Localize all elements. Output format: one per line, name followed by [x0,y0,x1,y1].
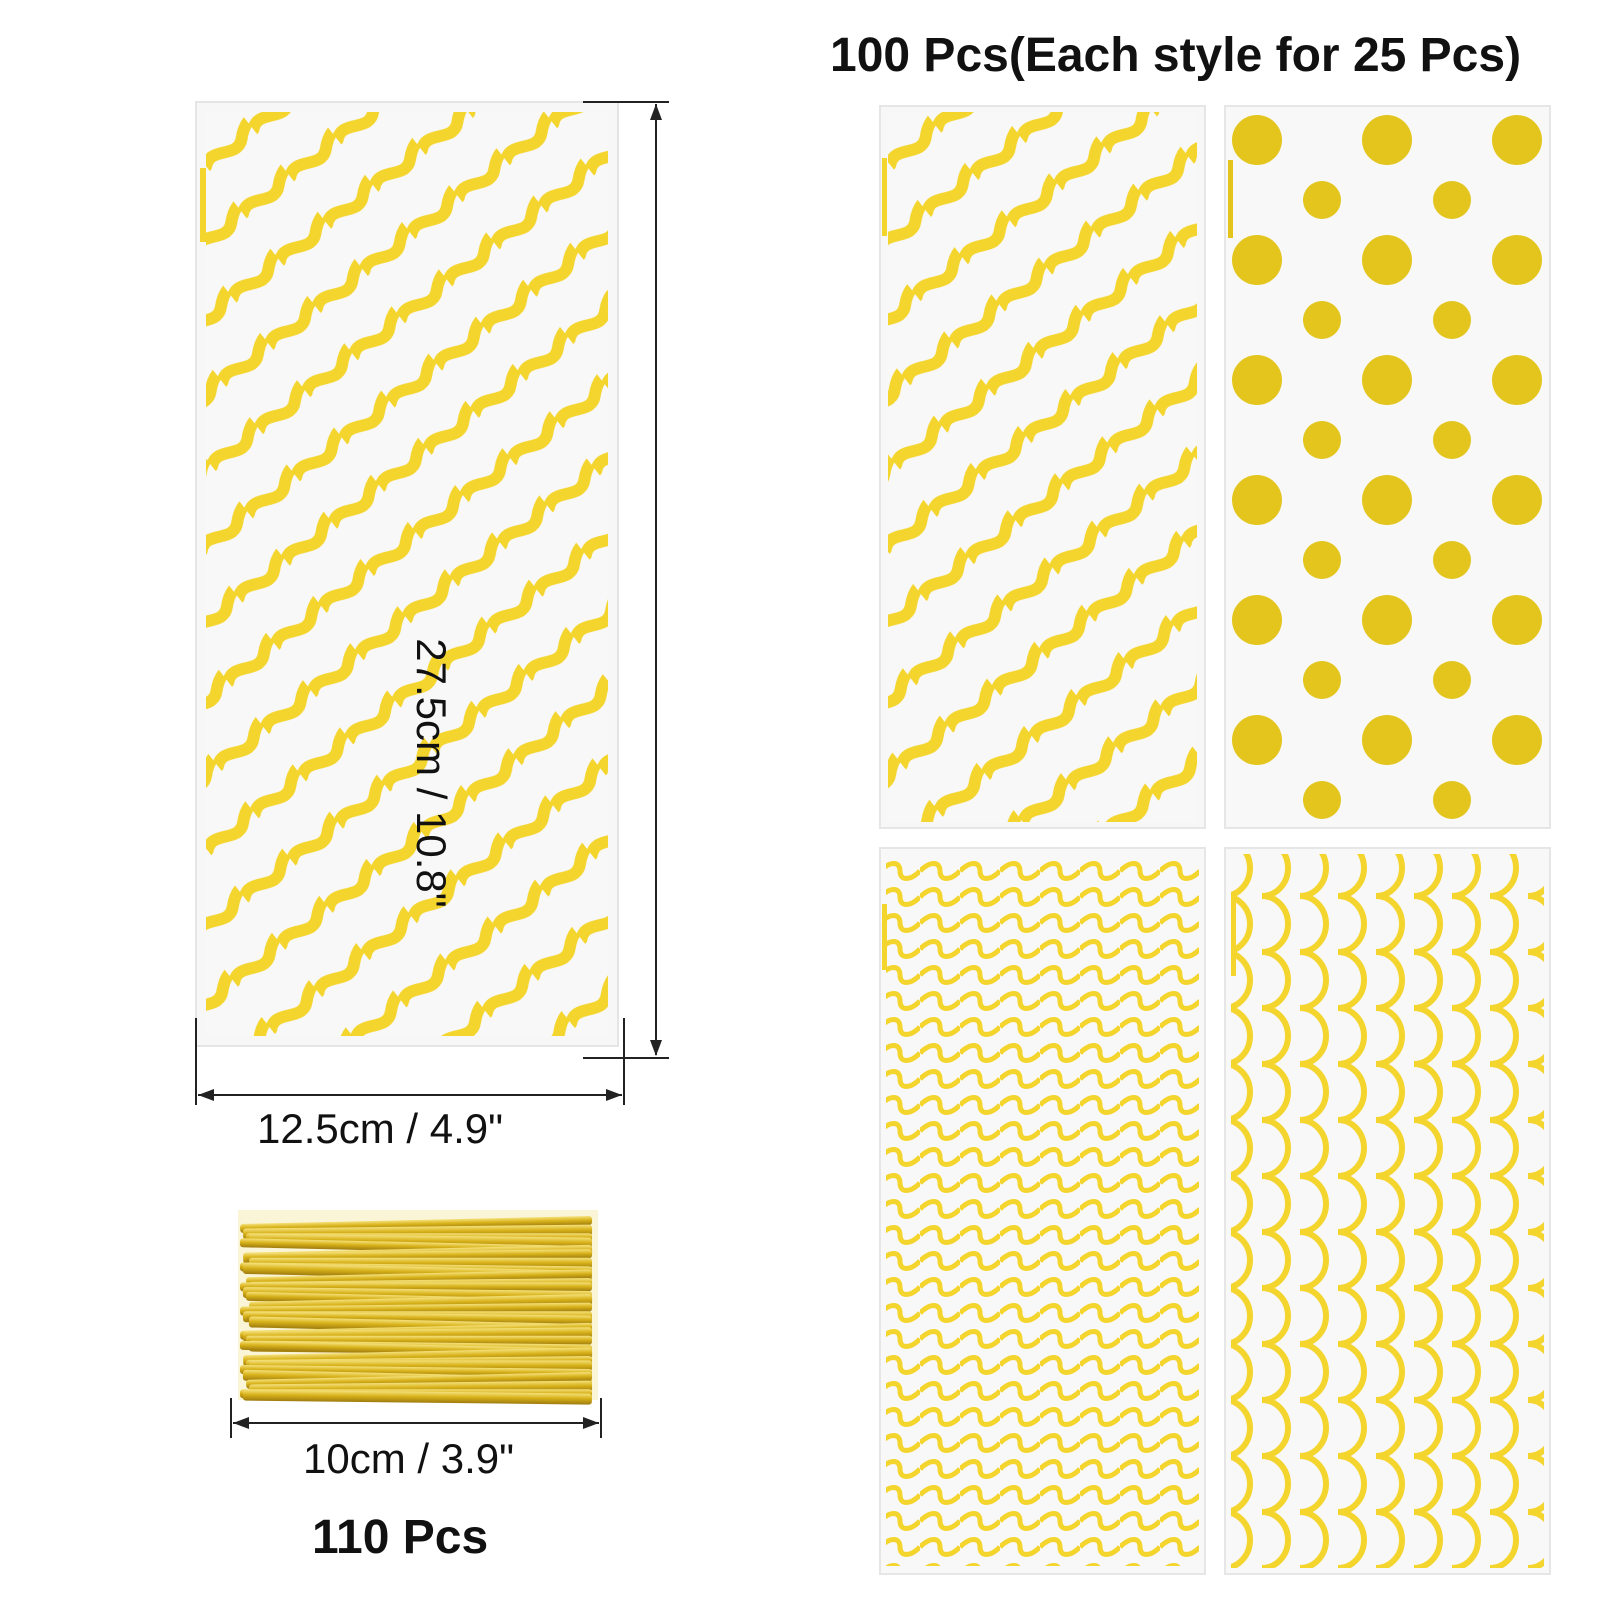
main-bag [195,101,619,1047]
polka-dot-large [1232,595,1282,645]
polka-dot-large [1492,715,1542,765]
polka-dot-large [1492,595,1542,645]
polka-dot-small [1433,781,1471,819]
main-bag-width-label: 12.5cm / 4.9" [257,1105,504,1152]
polka-dot-large [1362,355,1412,405]
polka-dot-large [1232,115,1282,165]
polka-dot-large [1232,235,1282,285]
polka-dot-large [1362,475,1412,525]
variant-bag-horizontal-waves [879,847,1206,1575]
polka-dot-large [1492,115,1542,165]
page-title: 100 Pcs(Each style for 25 Pcs) [830,29,1522,82]
variant-bag-diagonal-waves [879,105,1206,829]
twist-ties-bundle [238,1210,598,1405]
twist-tie-length-dimension [230,1398,602,1438]
polka-dot-small [1433,301,1471,339]
polka-dot-small [1303,301,1341,339]
polka-dot-large [1492,475,1542,525]
polka-dot-large [1362,235,1412,285]
twist-tie-count-label: 110 Pcs [312,1511,489,1564]
polka-dot-large [1232,355,1282,405]
polka-dot-large [1362,115,1412,165]
polka-dot-large [1492,355,1542,405]
twist-tie-length-label: 10cm / 3.9" [303,1435,515,1482]
polka-dot-small [1303,781,1341,819]
main-bag-height-dimension [583,101,669,1059]
polka-dot-small [1433,421,1471,459]
polka-dot-large [1362,715,1412,765]
main-bag-width-dimension [195,1018,625,1105]
polka-dot-large [1492,235,1542,285]
polka-dot-large [1232,475,1282,525]
polka-dot-small [1303,181,1341,219]
polka-dot-small [1303,541,1341,579]
polka-dot-large [1232,715,1282,765]
polka-dot-large [1362,595,1412,645]
polka-dot-small [1303,421,1341,459]
polka-dot-small [1433,541,1471,579]
variant-bag-vertical-scallops [1224,847,1551,1575]
polka-dot-small [1433,181,1471,219]
polka-dot-small [1433,661,1471,699]
variant-bag-polka-dots [1224,105,1551,829]
polka-dot-small [1303,661,1341,699]
twist-tie [242,1389,592,1405]
main-bag-height-label: 27.5cm / 10.8" [408,638,455,908]
